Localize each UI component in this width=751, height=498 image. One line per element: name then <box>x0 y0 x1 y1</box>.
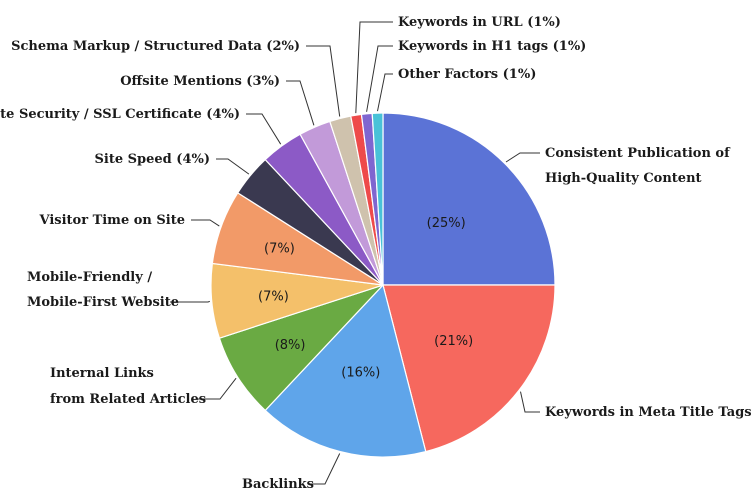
leader-line <box>377 73 393 112</box>
slice-label: Schema Markup / Structured Data (2%) <box>11 39 300 54</box>
slice-label: Mobile-Friendly / <box>27 270 152 285</box>
pie-slice-consistent-publication-of-high-quality-content <box>382 112 556 286</box>
slice-value-label: (7%) <box>258 289 289 304</box>
leader-line <box>306 45 341 117</box>
slice-value-label: (7%) <box>264 242 295 257</box>
slice-label: Backlinks <box>242 477 314 492</box>
leader-line <box>355 21 393 114</box>
leader-line <box>216 158 250 175</box>
leader-line <box>366 45 393 112</box>
slice-label: Internal Links <box>50 366 154 381</box>
slice-label: Keywords in Meta Title Tags <box>545 405 751 420</box>
pie-slice-backlinks <box>264 283 427 458</box>
leader-line <box>286 80 315 126</box>
pie-slice-keywords-in-meta-title-tags <box>382 284 556 453</box>
slice-value-label: (21%) <box>434 334 473 349</box>
leader-line <box>170 300 210 303</box>
slice-label: Visitor Time on Site <box>38 213 185 228</box>
slice-label: High-Quality Content <box>545 171 702 186</box>
leader-line <box>246 113 282 145</box>
pie-slice-other-factors <box>371 112 384 286</box>
slice-value-label: (16%) <box>341 366 380 381</box>
slice-value-label: (8%) <box>275 338 306 353</box>
leader-line <box>311 453 341 485</box>
leader-line <box>505 152 540 163</box>
slice-label: Keywords in URL (1%) <box>398 15 561 30</box>
leader-line <box>520 391 540 413</box>
slice-label: Keywords in H1 tags (1%) <box>398 39 586 54</box>
leader-line <box>191 219 220 227</box>
slice-label: Offsite Mentions (3%) <box>120 74 280 89</box>
slice-label: Mobile-First Website <box>27 295 179 310</box>
leader-line <box>197 377 237 400</box>
slice-value-label: (25%) <box>427 216 466 231</box>
slice-label: Other Factors (1%) <box>398 67 536 82</box>
slice-label: Site Security / SSL Certificate (4%) <box>0 107 240 122</box>
slice-label: from Related Articles <box>50 392 206 407</box>
slice-label: Consistent Publication of <box>545 146 731 161</box>
slice-label: Site Speed (4%) <box>95 152 210 167</box>
